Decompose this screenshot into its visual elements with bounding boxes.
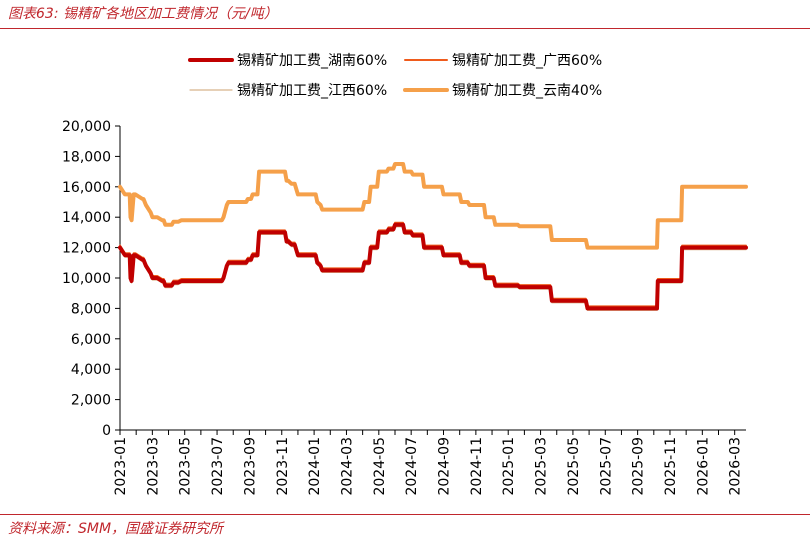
- x-tick-label: 2024-11: [469, 437, 485, 496]
- y-tick-label: 2,000: [71, 393, 111, 409]
- legend-label-3: 锡精矿加工费_云南40%: [452, 83, 602, 99]
- series-line-2: [119, 226, 747, 311]
- y-tick-label: 8,000: [71, 301, 111, 317]
- legend-label-2: 锡精矿加工费_江西60%: [237, 83, 387, 99]
- source-note: 资料来源：SMM，国盛证券研究所: [8, 521, 224, 537]
- series-line-0: [118, 222, 748, 311]
- x-tick-label: 2025-07: [598, 437, 614, 496]
- x-tick-label: 2023-05: [178, 437, 194, 496]
- x-tick-label: 2025-11: [663, 437, 679, 496]
- x-tick-label: 2026-03: [728, 437, 744, 496]
- y-axis: 0 2,000 4,000 6,000 8,000 10,000 12,000 14,000 1…: [62, 119, 121, 439]
- y-tick-label: 16,000: [62, 180, 111, 196]
- y-tick-label: 4,000: [71, 362, 111, 378]
- x-tick-label: 2024-01: [307, 437, 323, 496]
- x-tick-label: 2024-03: [339, 437, 355, 496]
- legend: 锡精矿加工费_湖南60% 锡精矿加工费_广西60% 锡精矿加工费_江西60% 锡精矿加…: [188, 53, 602, 99]
- x-tick-label: 2023-09: [242, 437, 258, 496]
- y-tick-label: 6,000: [71, 332, 111, 348]
- x-tick-label: 2024-05: [372, 437, 388, 496]
- x-tick-label: 2023-03: [145, 437, 161, 496]
- y-tick-label: 0: [102, 423, 111, 439]
- x-tick-label: 2023-11: [275, 437, 291, 496]
- x-tick-label: 2025-09: [631, 437, 647, 496]
- x-tick-label: 2025-01: [501, 437, 517, 496]
- y-tick-label: 14,000: [62, 210, 111, 226]
- y-tick-label: 20,000: [62, 119, 111, 135]
- x-tick-label: 2023-07: [210, 437, 226, 496]
- x-tick-label: 2024-07: [404, 437, 420, 496]
- source-divider: [0, 514, 810, 515]
- legend-label-1: 锡精矿加工费_广西60%: [452, 53, 602, 69]
- figure-title: 图表63: 锡精矿各地区加工费情况（元/吨）: [8, 6, 278, 22]
- x-tick-label: 2026-01: [695, 437, 711, 496]
- legend-label-0: 锡精矿加工费_湖南60%: [237, 53, 387, 69]
- x-tick-label: 2025-03: [534, 437, 550, 496]
- title-divider: [0, 28, 810, 29]
- y-tick-label: 10,000: [62, 271, 111, 287]
- x-tick-label: 2023-01: [113, 437, 129, 496]
- plot-area: [118, 162, 748, 311]
- x-tick-label: 2025-05: [566, 437, 582, 496]
- series-line-1: [119, 221, 747, 308]
- y-tick-label: 12,000: [62, 241, 111, 257]
- y-tick-label: 18,000: [62, 149, 111, 165]
- x-tick-label: 2024-09: [437, 437, 453, 496]
- x-axis: 2023-01 2023-03 2023-05 2023-07 2023-09 2023-…: [113, 429, 746, 496]
- series-line-3: [118, 162, 748, 250]
